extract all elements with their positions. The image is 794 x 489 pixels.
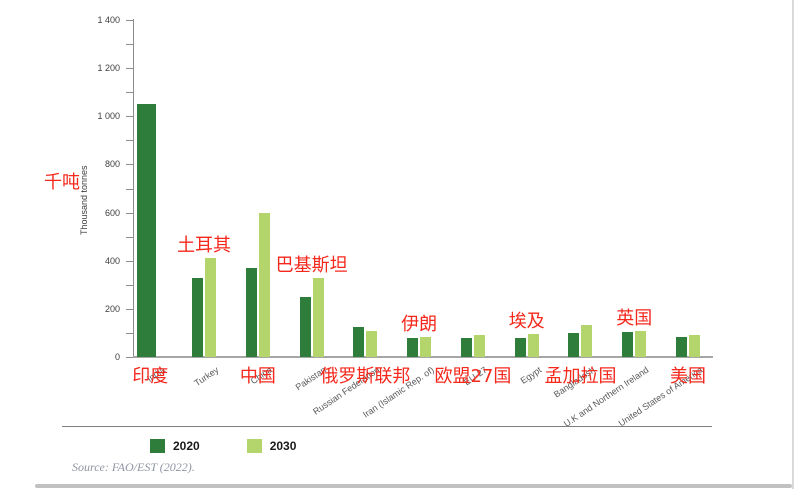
annotation-cn-pakistan: 巴基斯坦: [275, 255, 348, 276]
y-tick-label: 0: [114, 352, 120, 362]
right-border-line: [792, 0, 794, 489]
x-axis-baseline: [133, 356, 713, 358]
bar-2020-egypt: [514, 338, 526, 357]
annotation-cn-bangladesh: 孟加拉国: [544, 366, 617, 387]
y-tick-label: 600: [104, 207, 120, 218]
y-tick-label: 200: [104, 303, 120, 314]
bar-2030-russian-federation: [366, 331, 378, 357]
bar-2020-india: [137, 104, 157, 357]
annotation-cn-china: 中国: [239, 366, 276, 387]
bar-2030-iran-islamic-rep-of-: [420, 337, 432, 357]
y-tick-mark: [126, 308, 133, 310]
legend-swatch-2030: [246, 439, 262, 453]
y-tick-mark: [126, 164, 133, 166]
legend-label-2020: 2020: [173, 439, 200, 453]
y-axis-title: Thousand tonnes: [79, 165, 89, 235]
y-tick-mark: [126, 140, 133, 142]
bar-2030-bangladesh: [581, 325, 593, 357]
annotation-cn-iran-islamic-rep-of-: 伊朗: [401, 314, 438, 335]
bar-2030-eu-27: [473, 335, 485, 357]
y-tick-mark: [126, 332, 133, 334]
y-tick-mark: [126, 260, 133, 262]
annotation-cn-u-k-and-northern-ireland: 英国: [616, 308, 653, 329]
y-tick-mark: [126, 188, 133, 190]
y-tick-mark: [126, 357, 133, 358]
horizontal-scrollbar[interactable]: [35, 484, 792, 488]
annotation-cn-egypt: 埃及: [508, 311, 545, 332]
y-tick-label: 800: [104, 159, 120, 170]
y-tick-mark: [126, 236, 133, 238]
bar-2020-bangladesh: [568, 333, 580, 357]
annotation-cn-russian-federation: 俄罗斯联邦: [320, 366, 411, 387]
bar-2020-united-states-of-america: [676, 337, 687, 357]
legend-divider-line: [62, 426, 712, 427]
annotation-cn-turkey: 土耳其: [177, 235, 232, 256]
bar-2020-pakistan: [299, 297, 311, 357]
bar-2030-china: [258, 213, 270, 357]
bar-2030-turkey: [205, 258, 217, 357]
legend-item-2020: 2020: [150, 439, 200, 453]
y-axis-line: [133, 19, 134, 357]
annotation-cn-india: 印度: [132, 366, 169, 387]
y-tick-label: 400: [104, 255, 120, 266]
y-axis-unit-chinese: 千吨: [44, 172, 80, 193]
y-tick-mark: [126, 20, 133, 21]
annotation-cn-eu-27: 欧盟27国: [434, 366, 512, 387]
y-tick-mark: [126, 68, 133, 70]
bar-2020-russian-federation: [353, 327, 365, 357]
legend-label-2030: 2030: [269, 439, 297, 453]
bar-2020-turkey: [192, 278, 204, 357]
bar-2030-egypt: [527, 334, 539, 357]
y-tick-mark: [126, 92, 133, 94]
bar-2020-china: [245, 268, 257, 357]
y-tick-mark: [126, 212, 133, 214]
bar-2020-iran-islamic-rep-of-: [407, 338, 419, 357]
y-tick-label: 1 200: [97, 63, 120, 74]
legend: 2020 2030: [150, 439, 296, 453]
bar-2030-u-k-and-northern-ireland: [635, 331, 647, 357]
legend-item-2030: 2030: [246, 439, 297, 453]
y-tick-mark: [126, 44, 133, 46]
bar-2020-eu-27: [460, 338, 472, 357]
x-label-egypt: Egypt: [518, 364, 544, 386]
bar-2030-pakistan: [312, 278, 324, 357]
y-tick-mark: [126, 116, 133, 118]
y-tick-mark: [126, 284, 133, 286]
annotation-cn-united-states-of-america: 美国: [670, 366, 706, 387]
y-tick-label: 1 400: [97, 15, 120, 25]
x-label-turkey: Turkey: [192, 364, 221, 389]
legend-swatch-2020: [150, 439, 165, 453]
source-citation: Source: FAO/EST (2022).: [72, 460, 195, 474]
bar-2030-united-states-of-america: [689, 335, 700, 357]
bar-2020-u-k-and-northern-ireland: [622, 332, 634, 357]
y-tick-label: 1 000: [97, 111, 120, 122]
